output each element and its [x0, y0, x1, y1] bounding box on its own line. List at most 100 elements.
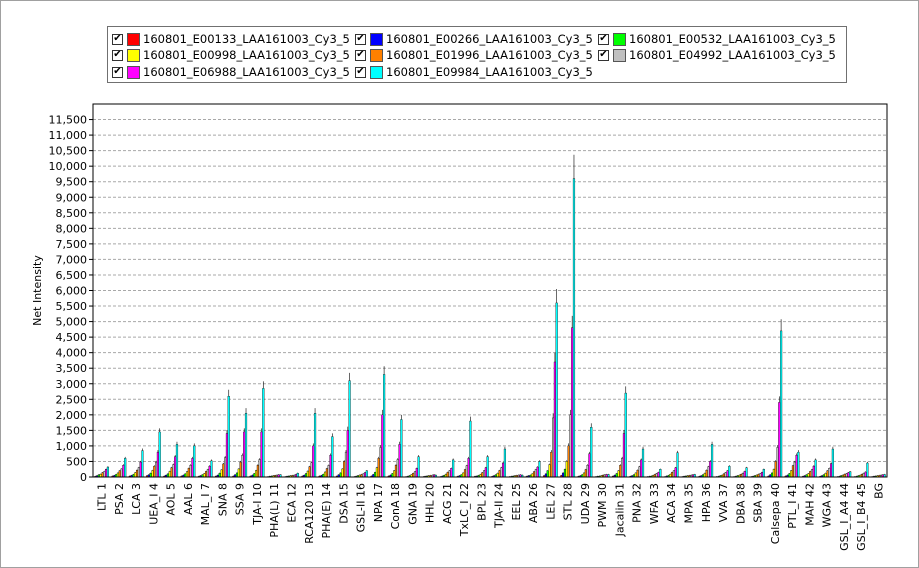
legend-checkbox[interactable]: ✔ — [112, 66, 123, 78]
y-tick-label: 11,000 — [49, 129, 88, 142]
bar — [709, 461, 712, 478]
bar — [672, 470, 676, 478]
bar — [810, 469, 814, 478]
bar — [615, 473, 618, 478]
bar — [705, 469, 708, 478]
x-tick-label: Calsepa 40 — [769, 483, 782, 544]
legend-checkbox[interactable]: ✔ — [112, 49, 123, 61]
legend-checkbox[interactable]: ✔ — [355, 33, 366, 45]
bar — [244, 413, 248, 478]
legend-item[interactable]: ✔ 160801_E04992_LAA161003_Cy3_5 — [598, 47, 836, 63]
legend-checkbox[interactable]: ✔ — [598, 49, 609, 61]
bar — [624, 392, 627, 478]
bar — [703, 473, 706, 478]
bar — [809, 471, 812, 478]
x-tick-label: Jacalin 31 — [613, 483, 626, 537]
legend-item[interactable]: ✔ 160801_E01996_LAA161003_Cy3_5 — [355, 47, 593, 63]
bar — [790, 470, 793, 478]
bar — [567, 445, 570, 478]
bar — [377, 458, 380, 478]
legend-item[interactable]: ✔ 160801_E06988_LAA161003_Cy3_5 — [112, 64, 350, 80]
bar — [655, 473, 658, 478]
y-tick-label: 3,000 — [56, 378, 88, 391]
bar — [120, 468, 123, 478]
bar — [220, 469, 223, 478]
x-tick-label: WGA 43 — [821, 483, 834, 527]
y-tick-label: 10,000 — [49, 160, 88, 173]
bar — [235, 472, 239, 478]
bar — [621, 458, 624, 478]
legend-checkbox[interactable]: ✔ — [112, 33, 123, 45]
bar — [253, 473, 256, 478]
bar — [448, 470, 451, 478]
bar — [348, 380, 351, 478]
bar — [793, 461, 796, 478]
x-tick-label: PWM 30 — [596, 483, 609, 528]
x-tick-label: DSA 15 — [337, 483, 350, 524]
bar — [657, 472, 660, 478]
x-tick-label: SNA 8 — [216, 483, 229, 516]
legend-item[interactable]: ✔ 160801_E00266_LAA161003_Cy3_5 — [355, 31, 593, 47]
bar — [243, 431, 246, 478]
bar — [141, 450, 144, 478]
bar — [588, 453, 591, 478]
x-tick-label: BG — [872, 483, 885, 499]
bar — [548, 464, 551, 478]
y-tick-label: 9,000 — [56, 191, 88, 204]
legend-swatch — [127, 65, 140, 79]
bar — [206, 469, 209, 478]
y-axis-label: Net Intensity — [31, 255, 44, 326]
y-tick-label: 2,000 — [56, 409, 88, 422]
legend-item[interactable]: ✔ 160801_E00998_LAA161003_Cy3_5 — [112, 47, 350, 63]
legend-label: 160801_E01996_LAA161003_Cy3_5 — [386, 48, 593, 62]
bar — [124, 458, 127, 478]
legend-item[interactable]: ✔ 160801_E00133_LAA161003_Cy3_5 — [112, 31, 350, 47]
x-tick-label: LTL 1 — [96, 483, 109, 511]
legend-swatch — [370, 65, 383, 79]
bar — [325, 468, 328, 478]
bar — [175, 444, 179, 478]
bar — [137, 467, 140, 478]
bar — [153, 465, 156, 478]
bar — [313, 413, 317, 478]
bar — [584, 469, 587, 478]
x-tick-label: ACG 21 — [441, 483, 454, 524]
bar — [224, 457, 227, 478]
bar — [481, 472, 484, 478]
x-tick-label: TxLC_I 22 — [458, 483, 471, 537]
bar — [255, 470, 258, 478]
bar — [450, 468, 453, 478]
bar — [484, 467, 487, 478]
bar — [174, 456, 177, 478]
bar — [218, 473, 221, 478]
legend-item[interactable]: ✔ 160801_E00532_LAA161003_Cy3_5 — [598, 31, 836, 47]
x-tick-label: HPA 36 — [700, 483, 713, 522]
bar — [622, 433, 626, 478]
y-tick-label: 5,000 — [56, 316, 88, 329]
bar — [329, 455, 332, 478]
bar — [486, 456, 489, 478]
x-tick-label: STL 28 — [562, 483, 575, 520]
legend-checkbox[interactable]: ✔ — [355, 66, 366, 78]
bar — [105, 469, 108, 478]
x-tick-label: GNA 19 — [406, 483, 419, 525]
bar — [222, 463, 225, 478]
legend-swatch — [613, 32, 626, 46]
x-tick-label: DBA 38 — [734, 483, 747, 524]
bar — [396, 459, 399, 478]
legend-item[interactable]: ✔ 160801_E09984_LAA161003_Cy3_5 — [355, 64, 593, 80]
bar — [619, 465, 622, 478]
bar — [469, 420, 472, 478]
legend-swatch — [127, 32, 140, 46]
bar — [296, 473, 299, 478]
bar — [463, 469, 467, 478]
legend-checkbox[interactable]: ✔ — [598, 33, 609, 45]
bar — [256, 465, 259, 478]
legend-checkbox[interactable]: ✔ — [355, 49, 366, 61]
bar — [500, 467, 503, 478]
legend-swatch — [370, 48, 383, 62]
legend-swatch — [613, 48, 626, 62]
bar — [262, 388, 265, 478]
x-tick-label: PHA(L) 11 — [268, 483, 281, 538]
bar — [788, 473, 791, 478]
